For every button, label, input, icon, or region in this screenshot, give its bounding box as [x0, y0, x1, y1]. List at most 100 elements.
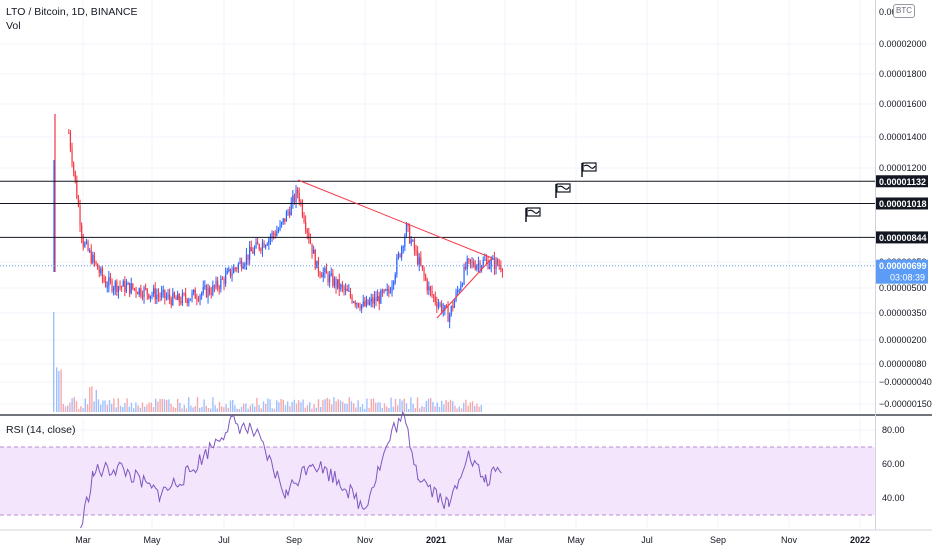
price-tick-label: −0.00000040: [879, 377, 932, 387]
volume-bar: [216, 408, 218, 412]
volume-bar: [454, 405, 456, 412]
candle-body: [220, 278, 222, 289]
volume-bar: [353, 403, 355, 412]
candle-body: [228, 268, 230, 271]
candle-body: [226, 270, 228, 274]
volume-bar: [273, 408, 276, 412]
rsi-tick-label: 80.00: [882, 425, 905, 435]
candle-body: [365, 299, 368, 306]
price-tick-label: 0.00002000: [879, 39, 927, 49]
volume-bar: [179, 402, 181, 412]
volume-bar: [412, 403, 414, 412]
candle-body: [225, 273, 227, 284]
volume-bar: [210, 408, 212, 412]
candle-body: [388, 288, 390, 293]
candle-body: [330, 273, 332, 276]
candle-body: [410, 240, 412, 244]
last-price-badge: [876, 259, 928, 284]
candle-body: [289, 211, 291, 216]
trendline-upper: [297, 179, 493, 259]
level-price-label: 0.00001132: [879, 177, 926, 187]
volume-bar: [229, 400, 232, 412]
volume-bar: [75, 401, 78, 412]
time-tick-label: May: [143, 535, 161, 545]
candle-body: [277, 229, 280, 232]
candle-body: [314, 250, 316, 269]
time-tick-label: Sep: [710, 535, 726, 545]
volume-bar: [383, 403, 386, 412]
candle-body: [305, 222, 307, 230]
candle-body: [265, 245, 267, 248]
candle-body: [90, 250, 92, 263]
volume-bar: [115, 407, 117, 412]
candle-body: [445, 305, 448, 307]
candle-body: [106, 286, 108, 288]
candle-body: [404, 236, 406, 247]
volume-bar: [240, 406, 243, 412]
volume-bar: [456, 408, 458, 412]
candle-body: [223, 279, 225, 284]
volume-bar: [139, 407, 141, 412]
level-price-label: 0.00001018: [879, 199, 927, 209]
candle-body: [482, 259, 484, 266]
candle-body: [399, 253, 401, 257]
candle-body: [69, 133, 72, 149]
candle-body: [423, 268, 425, 276]
candle-body: [420, 257, 422, 266]
candle-body: [84, 243, 86, 247]
candle-body: [132, 283, 134, 289]
volume-bar: [460, 408, 463, 412]
rsi-legend[interactable]: RSI (14, close): [6, 424, 76, 436]
candle-body: [313, 250, 315, 254]
symbol-legend[interactable]: LTO / Bitcoin, 1D, BINANCE: [6, 6, 138, 18]
volume-bar: [124, 403, 126, 412]
currency-badge[interactable]: BTC: [893, 4, 915, 18]
volume-bar: [258, 405, 260, 412]
candle-body: [449, 314, 451, 322]
candle-body: [140, 288, 142, 296]
candle-body: [468, 258, 470, 260]
candle-body: [300, 201, 302, 203]
volume-bar: [467, 405, 469, 412]
price-tick-label: 0.00000350: [879, 308, 927, 318]
candle-body: [245, 254, 248, 264]
volume-bar: [232, 399, 234, 412]
candle-body: [293, 195, 296, 203]
candle-body: [181, 293, 184, 304]
volume-legend[interactable]: Vol: [6, 20, 21, 32]
candle-body: [100, 268, 102, 273]
candle-body: [391, 285, 393, 293]
volume-bar: [392, 406, 394, 412]
volume-bar: [249, 405, 251, 412]
candle-body: [165, 296, 168, 298]
candle-body: [337, 279, 339, 288]
volume-bar: [56, 367, 58, 412]
volume-bar: [146, 404, 148, 412]
candle-body: [500, 265, 502, 270]
volume-bar: [84, 398, 86, 412]
volume-bar: [405, 403, 408, 412]
candle-body: [455, 292, 457, 301]
volume-bar: [320, 406, 322, 412]
candle-body: [193, 289, 195, 293]
volume-bar: [152, 407, 155, 412]
candle-body: [458, 290, 460, 292]
candle-body: [212, 285, 214, 295]
volume-bar: [221, 406, 223, 412]
volume-bar: [458, 406, 460, 412]
candle-body: [290, 202, 292, 216]
volume-bar: [416, 397, 419, 412]
candle-body: [172, 292, 174, 305]
volume-bar: [445, 399, 447, 412]
volume-bar: [205, 405, 207, 412]
volume-bar: [335, 401, 337, 412]
level-price-badge: [876, 197, 928, 210]
candle-body: [324, 268, 326, 273]
volume-bar: [177, 398, 179, 412]
candle-body: [444, 305, 446, 310]
candle-body: [276, 231, 278, 236]
volume-bar: [159, 398, 161, 412]
volume-bar: [344, 403, 346, 412]
candle-body: [241, 260, 243, 269]
